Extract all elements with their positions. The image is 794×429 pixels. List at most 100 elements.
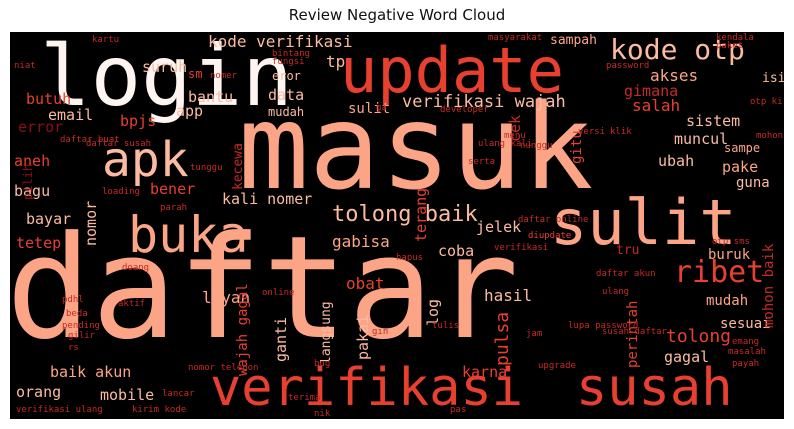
word-orang: orang	[16, 383, 62, 401]
word-app: app	[176, 102, 204, 120]
word-gagal: gagal	[664, 348, 710, 366]
word-karna: karna	[462, 363, 508, 381]
word-masuk: masuk	[238, 78, 594, 216]
word-otp-sms: otp sms	[712, 237, 750, 247]
word-otp-kirim: otp kirim	[750, 97, 784, 107]
word-ulang: ulang	[602, 287, 630, 297]
word-terima: terima	[288, 393, 321, 403]
word-bayar: bayar	[26, 210, 72, 228]
word-tunggu: tunggu	[190, 163, 223, 173]
word-apk: apk	[102, 132, 189, 188]
word-tetep: tetep	[16, 234, 62, 252]
word-verifikasi-small: verifikasi	[494, 243, 549, 253]
word-salah: salah	[632, 96, 681, 115]
word-bpjs: bpjs	[120, 112, 157, 130]
word-sistem: sistem	[686, 112, 741, 130]
word-gabisa: gabisa	[332, 232, 390, 251]
word-obat: obat	[346, 274, 385, 293]
word-bener: bener	[150, 180, 196, 198]
word-akses: akses	[650, 66, 699, 85]
word-pakai: pakai	[354, 314, 372, 360]
word-password: password	[606, 61, 650, 71]
word-kode-verifikasi: kode verifikasi	[208, 32, 353, 51]
word-paket: paket	[716, 41, 744, 51]
word-sampe: sampe	[724, 141, 761, 155]
word-jam: jam	[526, 329, 543, 339]
word-baik-akun: baik akun	[50, 363, 132, 381]
word-butuh: butuh	[26, 90, 72, 108]
word-loading: loading	[102, 187, 140, 197]
word-parah: parah	[160, 203, 188, 213]
word-muncul: muncul	[674, 130, 729, 148]
word-bug: bug	[314, 359, 331, 369]
word-daftar-online: daftar online	[518, 215, 589, 225]
word-terang: terang	[412, 187, 430, 242]
word-nunggu: nunggu	[520, 141, 553, 151]
word-coba: coba	[438, 242, 475, 260]
word-pulsa: pulsa	[492, 311, 513, 366]
word-sampah: sampah	[550, 33, 597, 48]
word-nomor-telepon: nomor telepon	[188, 363, 259, 373]
word-pending: pending	[62, 321, 100, 331]
word-nomor: nomor	[82, 200, 100, 246]
word-hasil: hasil	[484, 286, 533, 305]
word-sm: sm	[188, 67, 203, 81]
word-fungsi: fungsi	[272, 57, 305, 67]
word-kecewa: kecewa	[231, 143, 246, 190]
word-tp: tp	[326, 52, 346, 71]
word-lancar: lancar	[162, 389, 195, 399]
word-hapus: hapus	[396, 253, 424, 263]
word-aktif: aktif	[118, 299, 146, 309]
word-tulis: tulis	[432, 321, 460, 331]
word-pake: pake	[722, 158, 759, 176]
word-tolong-baik: tolong baik	[332, 202, 478, 227]
word-mudah: mudah	[268, 105, 305, 119]
word-tolong: tolong	[666, 326, 732, 347]
word-eror: eror	[272, 69, 301, 83]
word-sulit: sulit	[348, 101, 391, 117]
word-kode-otp: kode otp	[610, 33, 745, 66]
word-masyarakat: masyarakat	[488, 33, 543, 43]
word-langsung: langsung	[319, 301, 334, 364]
word-mobile: mobile	[100, 386, 155, 404]
word-emang: emang	[732, 337, 760, 347]
word-online: online	[262, 288, 295, 298]
word-gin: gin	[372, 327, 389, 337]
word-buruk: buruk	[708, 247, 751, 263]
word-daftar-buat: daftar buat	[60, 135, 120, 145]
word-rs: rs	[68, 343, 79, 353]
word-ganti: ganti	[272, 316, 290, 362]
word-gimana: gimana	[624, 82, 679, 100]
word-pilih: pilih	[21, 163, 35, 200]
word-menu: menu	[504, 131, 526, 141]
word-data: data	[268, 86, 305, 104]
word-kali-nomer: kali nomer	[222, 190, 313, 208]
word-gilir: gilir	[68, 331, 96, 341]
word-error: error	[18, 118, 64, 136]
word-nomer: nomer	[210, 71, 238, 81]
word-developer: developer	[440, 105, 489, 115]
word-masalah: masalah	[728, 347, 766, 357]
word-verifikasi-large: verifikasi	[210, 358, 524, 418]
word-upgrade: upgrade	[538, 361, 576, 371]
word-cloud: daftar masuk login update verifikasi sus…	[10, 32, 784, 419]
word-serta: serta	[468, 157, 496, 167]
word-diupdate: diupdate	[528, 231, 572, 241]
word-ubah: ubah	[658, 152, 695, 170]
word-mohon-baik: mohon baik	[761, 243, 777, 328]
word-kirim-kode: kirim kode	[132, 405, 187, 415]
word-nik: nik	[314, 409, 331, 419]
word-layan: layan	[202, 288, 251, 307]
word-suruh: suruh	[142, 58, 188, 76]
word-verifikasi-wajah: verifikasi wajah	[402, 92, 566, 112]
word-kartu: kartu	[92, 35, 120, 45]
word-lupa-password: lupa password	[568, 321, 639, 331]
word-susah-daftar: susah daftar	[602, 327, 668, 337]
word-buka: buka	[128, 206, 249, 264]
word-ga: ga	[376, 103, 387, 113]
word-login: login	[40, 32, 293, 125]
figure-title: Review Negative Word Cloud	[288, 6, 506, 24]
word-sesuai: sesuai	[720, 316, 771, 332]
word-daftar: daftar	[10, 206, 519, 371]
word-mudah-right: mudah	[706, 293, 749, 309]
